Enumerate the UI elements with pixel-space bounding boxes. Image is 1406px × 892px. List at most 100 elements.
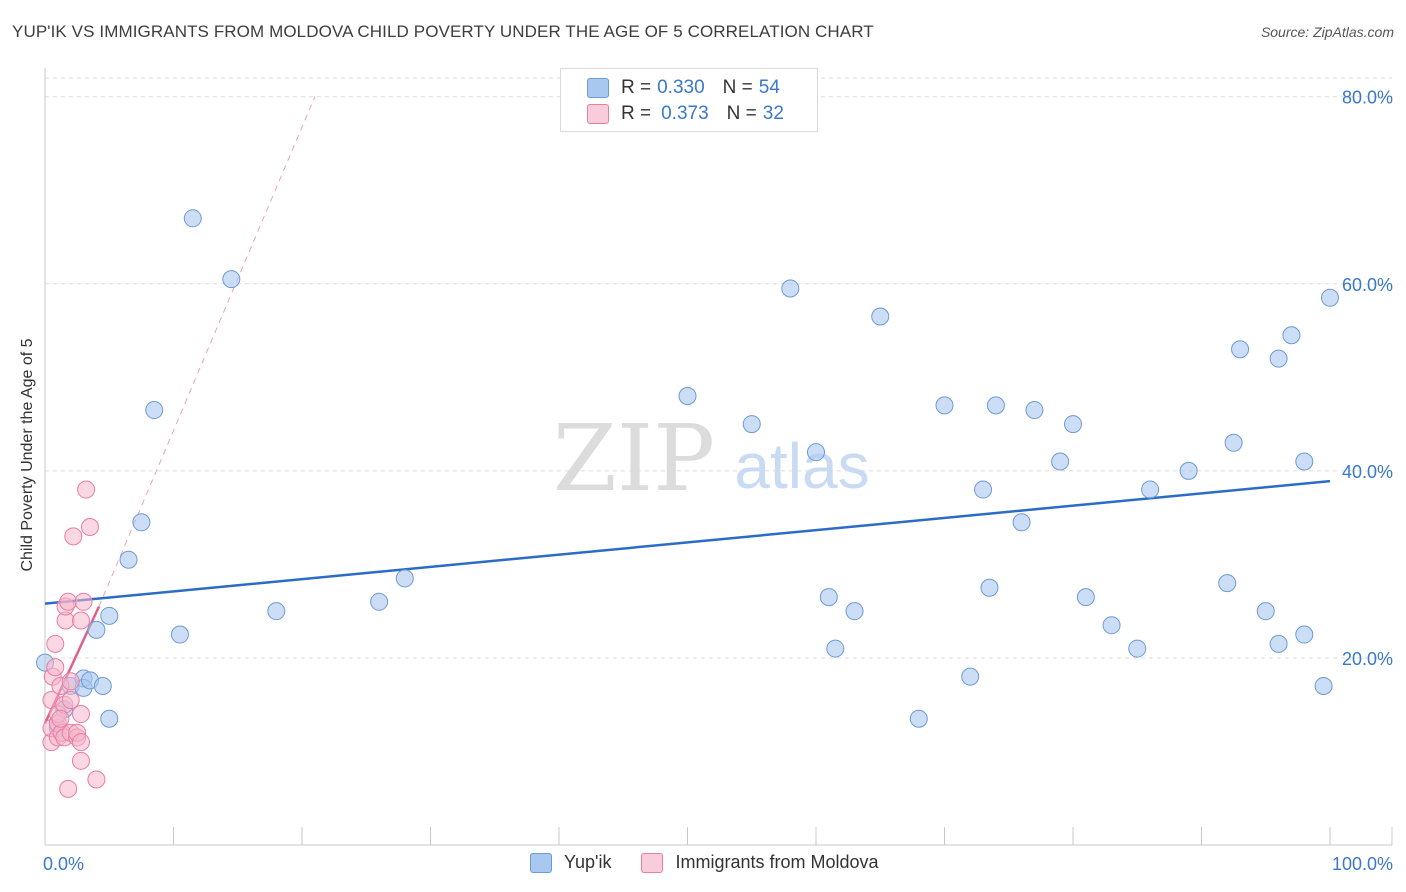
tick-labels: 20.0% 40.0% 60.0% 80.0% 0.0% 100.0%: [43, 88, 1393, 874]
x-tick-label: 100.0%: [1332, 854, 1393, 874]
axes: [44, 68, 1393, 846]
point-yupik: [935, 396, 954, 415]
point-yupik: [395, 569, 414, 588]
data-points: [36, 209, 1339, 798]
point-moldova: [61, 672, 80, 691]
point-yupik: [370, 592, 389, 611]
point-yupik: [1102, 616, 1121, 635]
point-moldova: [51, 709, 70, 728]
point-yupik: [267, 602, 286, 621]
point-yupik: [980, 578, 999, 597]
point-moldova: [71, 751, 90, 770]
point-yupik: [819, 588, 838, 607]
point-yupik: [1256, 602, 1275, 621]
legend-row-moldova: R = 0.373 N = 32: [587, 101, 784, 127]
legend-n-value: 54: [758, 77, 780, 98]
point-yupik: [1282, 326, 1301, 345]
legend-r-value: 0.330: [657, 77, 705, 98]
point-moldova: [61, 691, 80, 710]
point-yupik: [1269, 634, 1288, 653]
point-yupik: [678, 387, 697, 406]
legend-n-label: N =: [726, 103, 757, 124]
y-tick-label: 60.0%: [1342, 275, 1393, 295]
legend-swatch-blue: [587, 78, 609, 98]
point-moldova: [46, 658, 65, 677]
point-yupik: [1314, 676, 1333, 695]
point-moldova: [80, 517, 99, 536]
point-yupik: [1141, 480, 1160, 499]
point-yupik: [119, 550, 138, 569]
point-yupik: [807, 443, 825, 462]
point-yupik: [1321, 288, 1339, 307]
point-yupik: [183, 209, 202, 228]
legend-label-moldova: Immigrants from Moldova: [675, 852, 879, 872]
point-yupik: [87, 620, 106, 639]
point-yupik: [145, 401, 164, 420]
point-yupik: [1076, 588, 1095, 607]
point-yupik: [871, 307, 890, 326]
point-yupik: [132, 513, 151, 532]
point-yupik: [1295, 452, 1314, 471]
point-yupik: [222, 270, 241, 289]
point-yupik: [1218, 574, 1237, 593]
watermark-zip: ZIP: [553, 405, 715, 512]
point-moldova: [71, 611, 90, 630]
point-yupik: [1179, 461, 1198, 480]
trend-line-yupik: [44, 479, 1331, 605]
point-moldova: [74, 592, 93, 611]
x-tick-label: 0.0%: [43, 854, 84, 874]
point-moldova: [46, 634, 65, 653]
point-yupik: [1051, 452, 1070, 471]
point-yupik: [1025, 401, 1044, 420]
legend-item-yupik[interactable]: Yup'ik: [530, 852, 611, 873]
point-yupik: [909, 709, 928, 728]
legend-label-yupik: Yup'ik: [564, 852, 612, 872]
point-yupik: [1224, 433, 1243, 452]
grid-lines: [45, 77, 1392, 659]
legend-r-value: 0.373: [661, 103, 709, 124]
source-credit: Source: ZipAtlas.com: [1260, 24, 1394, 40]
y-axis-label: Child Poverty Under the Age of 5: [19, 338, 36, 572]
stats-legend: R = 0.330 N = 54 R = 0.373 N = 32: [560, 68, 818, 132]
point-yupik: [100, 709, 119, 728]
point-yupik: [1295, 625, 1314, 644]
point-moldova: [71, 705, 90, 724]
watermark: ZIP atlas: [553, 405, 870, 512]
point-yupik: [1012, 513, 1031, 532]
legend-n-value: 32: [762, 103, 784, 124]
legend-swatch-pink: [587, 104, 609, 124]
series-legend: Yup'ik Immigrants from Moldova: [530, 852, 909, 873]
point-yupik: [742, 415, 761, 434]
point-yupik: [170, 625, 189, 644]
watermark-atlas: atlas: [734, 430, 869, 502]
trend-line-moldova-extension: [98, 96, 316, 607]
y-tick-label: 40.0%: [1342, 462, 1393, 482]
point-yupik: [1064, 415, 1082, 434]
point-yupik: [1231, 340, 1250, 359]
point-yupik: [781, 279, 800, 298]
legend-n-label: N =: [722, 77, 753, 98]
legend-swatch-blue: [530, 852, 552, 873]
point-yupik: [845, 602, 864, 621]
point-yupik: [100, 606, 119, 625]
legend-r-label: R =: [621, 77, 652, 98]
point-yupik: [1269, 349, 1288, 368]
legend-r-label: R =: [621, 103, 652, 124]
chart-title: YUP'IK VS IMMIGRANTS FROM MOLDOVA CHILD …: [12, 22, 874, 41]
point-moldova: [64, 527, 83, 546]
legend-row-yupik: R = 0.330 N = 54: [587, 75, 780, 101]
point-moldova: [77, 480, 96, 499]
point-moldova: [59, 779, 78, 798]
point-moldova: [59, 592, 78, 611]
point-yupik: [826, 639, 845, 658]
y-tick-label: 80.0%: [1342, 88, 1393, 108]
legend-swatch-pink: [641, 852, 664, 873]
y-tick-label: 20.0%: [1342, 649, 1393, 669]
point-yupik: [986, 396, 1005, 415]
point-moldova: [71, 733, 90, 752]
point-yupik: [974, 480, 993, 499]
point-moldova: [87, 770, 106, 789]
legend-item-moldova[interactable]: Immigrants from Moldova: [641, 852, 879, 873]
point-yupik: [93, 676, 112, 695]
